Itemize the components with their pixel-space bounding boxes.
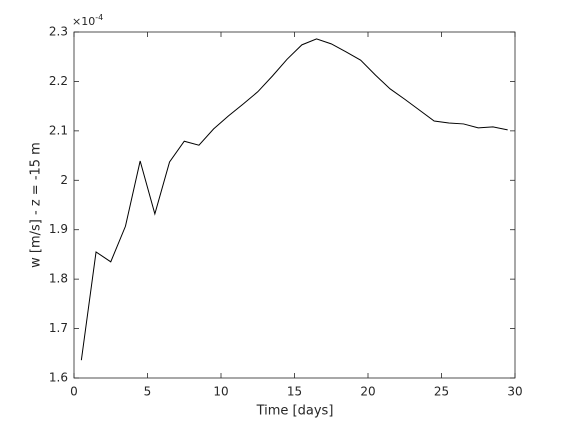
y-tick-label: 1.9 — [49, 222, 68, 236]
x-tick-label: 25 — [434, 385, 449, 399]
y-multiplier: ×10-4 — [72, 13, 103, 29]
x-tick-label: 0 — [70, 385, 78, 399]
data-line — [80, 38, 508, 361]
x-tick-label: 20 — [360, 385, 375, 399]
axes-box — [73, 31, 516, 379]
y-axis-label: w [m/s] - z = -15 m — [29, 142, 44, 268]
y-tick-label: 2.1 — [49, 123, 68, 137]
y-tick-label: 2.3 — [49, 25, 68, 39]
y-tick-label: 2.2 — [49, 74, 68, 88]
x-tick-label: 15 — [287, 385, 302, 399]
y-tick-label: 2 — [60, 173, 68, 187]
y-tick-label: 1.6 — [49, 371, 68, 385]
y-tick-label: 1.7 — [49, 321, 68, 335]
multiplier-exponent: -4 — [95, 13, 103, 22]
x-tick-label: 5 — [144, 385, 152, 399]
y-tick-label: 1.8 — [49, 272, 68, 286]
multiplier-base: ×10 — [72, 15, 95, 28]
x-tick-label: 10 — [213, 385, 228, 399]
x-tick-label: 30 — [507, 385, 522, 399]
x-axis-label: Time [days] — [256, 404, 334, 419]
